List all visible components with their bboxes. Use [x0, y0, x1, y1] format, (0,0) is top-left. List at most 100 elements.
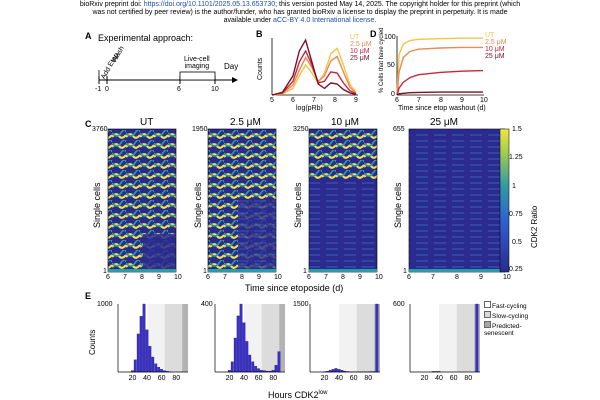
panel-d-series-line — [396, 69, 484, 96]
panel-d-series-line — [396, 91, 483, 96]
colorbar — [499, 128, 510, 273]
panel-d-legend-25: 25 μM — [485, 53, 505, 60]
panel-d-xtick: 7 — [417, 97, 421, 104]
histogram-bar — [248, 354, 252, 373]
panel-c-title-10: 10 μM — [331, 117, 359, 128]
legend-swatch-fast — [484, 301, 491, 308]
panel-d-ytick: 50 — [387, 62, 395, 69]
legend-senescent-text: Predicted- senescent — [484, 323, 522, 337]
header-line2: was not certified by peer review) is the… — [92, 9, 508, 16]
histogram-bar — [151, 356, 155, 373]
panel-c-count-ut: 3760 — [92, 126, 108, 133]
panel-e-xtick: 40 — [335, 375, 343, 382]
colorbar-tick: 0.75 — [509, 211, 523, 218]
histogram-bar — [254, 365, 258, 373]
panel-c-title-ut: UT — [140, 117, 154, 128]
panel-b-legend-10: 10 μM — [350, 48, 370, 55]
panel-b-xtick: 7 — [312, 97, 316, 104]
colorbar-tick: 0.25 — [509, 266, 523, 273]
panel-e-xtick: 60 — [157, 375, 166, 382]
panel-c-xtick: 8 — [240, 274, 244, 281]
header-prefix: bioRxiv preprint doi: — [79, 1, 144, 8]
panel-e-ymax: 1000 — [97, 301, 113, 308]
panel-c-bottom-count: 1 — [203, 268, 207, 275]
panel-c-xtick: 9 — [157, 274, 161, 281]
panel-c-count-2-5: 1950 — [192, 126, 208, 133]
panel-c-title-25: 25 μM — [430, 117, 458, 128]
panel-e-xtick: 40 — [143, 375, 151, 382]
panel-e-xtick: 40 — [435, 375, 443, 382]
histogram-bar — [277, 351, 281, 373]
panel-e-xtick: 60 — [254, 375, 263, 382]
histogram-bar — [157, 367, 161, 373]
panel-c-xtick: 8 — [140, 274, 144, 281]
panel-c-xtick: 9 — [257, 274, 261, 281]
histogram-bar — [233, 337, 237, 373]
panel-b-legend-2-5: 2.5 μM — [350, 41, 372, 48]
day-label: Day — [224, 62, 239, 71]
panel-b-xlabel: log(pRb) — [296, 105, 323, 112]
slow-cycling-region — [164, 304, 183, 372]
senescent-region — [279, 304, 285, 372]
legend-fast-text: Fast-cycling — [492, 303, 527, 310]
panel-d-ytick: 100 — [384, 34, 396, 41]
panel-d-xlabel: Time since etop washout (d) — [398, 105, 486, 112]
panel-d-xtick: 6 — [395, 97, 399, 104]
panel-e-xtick: 80 — [269, 375, 278, 382]
timeline-tick: 0 — [105, 86, 109, 93]
histogram-bar — [230, 361, 234, 373]
panel-e-xlabel: Hours CDK2low — [268, 388, 328, 400]
panel-c-xtick: 10 — [174, 274, 182, 281]
legend-fast-cycling: Fast-cycling — [484, 301, 527, 312]
panel-c-xtick: 6 — [307, 274, 311, 281]
panel-e-xtick: 80 — [464, 375, 473, 382]
panel-e-xtick: 60 — [349, 375, 358, 382]
histogram-bar — [145, 329, 149, 373]
panel-e-xtick: 60 — [449, 375, 458, 382]
panel-e-xtick: 40 — [240, 375, 248, 382]
fast-cycling-region — [147, 304, 165, 372]
panel-e-ymax: 400 — [201, 301, 213, 308]
histogram-bar — [251, 361, 255, 373]
timeline-tick: -1 — [95, 86, 102, 93]
panel-c-xtick: 8 — [341, 274, 345, 281]
panel-d-xtick: 10 — [480, 97, 488, 104]
histogram-bar — [239, 303, 243, 373]
panel-b-letter: B — [256, 29, 263, 39]
panel-e-xlabel-super: low — [318, 390, 328, 396]
colorbar-tick: 0.5 — [512, 239, 522, 246]
header-line3-prefix: available under — [223, 17, 274, 24]
panel-c-xtick: 7 — [223, 274, 227, 281]
panel-e-xtick: 20 — [225, 375, 234, 382]
panel-d-series-line — [396, 46, 483, 96]
legend-senescent: Predicted- senescent — [484, 321, 522, 337]
license-link[interactable]: aCC-BY 4.0 International license — [273, 17, 375, 24]
panel-c-xtick: 10 — [274, 274, 282, 281]
histogram-bar — [133, 359, 137, 373]
panel-c-xtick: 8 — [455, 274, 459, 281]
panel-b-xtick: 6 — [291, 97, 295, 104]
histogram-bar — [331, 369, 335, 373]
doi-link[interactable]: https://doi.org/10.1101/2025.05.13.65373… — [143, 1, 276, 8]
panel-e-ymax: 600 — [393, 301, 405, 308]
panel-d-legend-10: 10 μM — [485, 46, 505, 53]
panel-c-title-2-5: 2.5 μM — [230, 117, 261, 128]
legend-swatch-slow — [484, 311, 491, 318]
panel-b-xtick: 8 — [333, 97, 337, 104]
heatmap-10-stripes — [309, 129, 377, 179]
panel-d-xtick: 9 — [460, 97, 464, 104]
colorbar-tick: 1.5 — [512, 126, 522, 133]
panel-c-bottom-count: 1 — [103, 268, 107, 275]
panel-c-xtick: 9 — [479, 274, 483, 281]
histogram-bar — [154, 363, 158, 373]
panel-d-legend-ut: UT — [485, 32, 495, 39]
senescent-region — [182, 304, 188, 372]
panel-b-legend-ut: UT — [350, 34, 360, 41]
imaging-label: Live-cell imaging — [184, 56, 210, 70]
heatmap-25 — [409, 129, 505, 272]
panel-d-xtick: 8 — [439, 97, 443, 104]
histogram-bar — [236, 315, 240, 373]
